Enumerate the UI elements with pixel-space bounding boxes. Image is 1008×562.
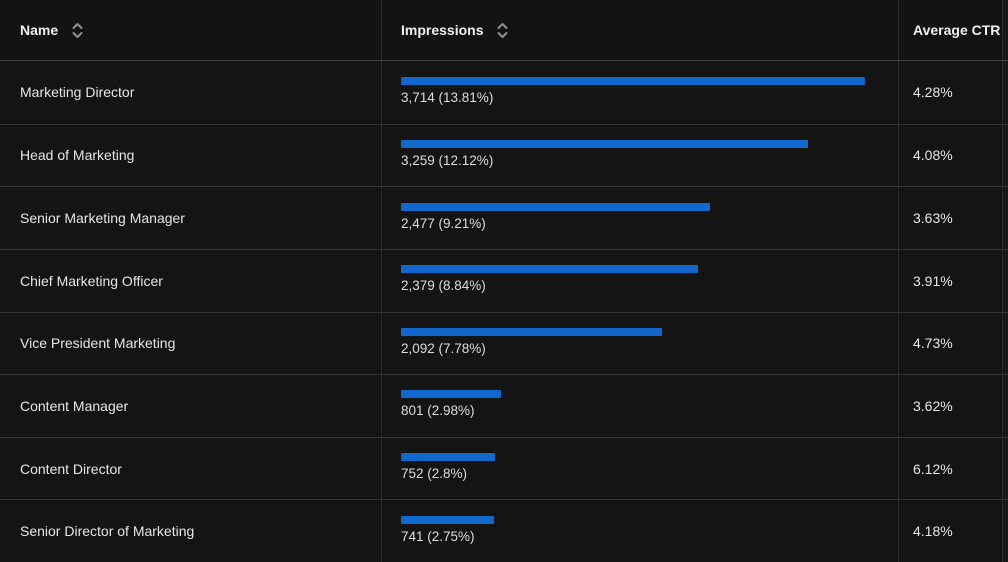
impressions-value: 2,379 (8.84%) bbox=[401, 278, 486, 294]
avg-ctr-value: 3.91% bbox=[913, 272, 953, 289]
avg-ctr-value: 3.63% bbox=[913, 210, 953, 227]
next-column-sliver bbox=[1003, 437, 1008, 500]
row-name: Content Manager bbox=[20, 397, 129, 414]
sort-icon[interactable] bbox=[496, 22, 509, 39]
avg-ctr-value: 3.62% bbox=[913, 397, 953, 414]
impressions-bar bbox=[401, 515, 494, 524]
next-column-sliver bbox=[1003, 0, 1008, 60]
impressions-bar bbox=[401, 139, 808, 148]
row-name: Marketing Director bbox=[20, 84, 135, 101]
impressions-value: 801 (2.98%) bbox=[401, 403, 475, 419]
row-name: Content Director bbox=[20, 460, 122, 477]
sort-icon[interactable] bbox=[71, 22, 84, 39]
impressions-value: 752 (2.8%) bbox=[401, 466, 468, 482]
table-row[interactable]: Content Director 752 (2.8%) 6.12% bbox=[0, 436, 1008, 500]
column-header-name-label: Name bbox=[20, 22, 59, 38]
impressions-value: 2,477 (9.21%) bbox=[401, 215, 486, 231]
row-name: Head of Marketing bbox=[20, 147, 135, 164]
avg-ctr-value: 4.73% bbox=[913, 335, 953, 352]
impressions-bar bbox=[401, 202, 710, 211]
row-name: Senior Director of Marketing bbox=[20, 523, 195, 540]
impressions-value: 3,714 (13.81%) bbox=[401, 89, 494, 105]
avg-ctr-value: 4.08% bbox=[913, 147, 953, 164]
column-header-name[interactable]: Name bbox=[0, 0, 382, 60]
table-row[interactable]: Chief Marketing Officer 2,379 (8.84%) 3.… bbox=[0, 248, 1008, 312]
column-header-impressions-label: Impressions bbox=[401, 22, 484, 38]
table-row[interactable]: Head of Marketing 3,259 (12.12%) 4.08% bbox=[0, 123, 1008, 187]
impressions-value: 2,092 (7.78%) bbox=[401, 340, 486, 356]
next-column-sliver bbox=[1003, 61, 1008, 124]
row-name: Vice President Marketing bbox=[20, 335, 176, 352]
next-column-sliver bbox=[1003, 124, 1008, 187]
next-column-sliver bbox=[1003, 187, 1008, 249]
row-name: Senior Marketing Manager bbox=[20, 210, 185, 227]
next-column-sliver bbox=[1003, 249, 1008, 312]
table-body: Marketing Director 3,714 (13.81%) 4.28% … bbox=[0, 61, 1008, 562]
impressions-bar bbox=[401, 327, 662, 336]
column-header-average-ctr[interactable]: Average CTR bbox=[899, 0, 1003, 60]
avg-ctr-value: 6.12% bbox=[913, 460, 953, 477]
column-header-average-ctr-label: Average CTR bbox=[913, 22, 1001, 38]
impressions-value: 741 (2.75%) bbox=[401, 528, 475, 544]
avg-ctr-value: 4.18% bbox=[913, 523, 953, 540]
avg-ctr-value: 4.28% bbox=[913, 84, 953, 101]
impressions-bar bbox=[401, 265, 698, 274]
impressions-bar bbox=[401, 76, 865, 85]
table-row[interactable]: Content Manager 801 (2.98%) 3.62% bbox=[0, 374, 1008, 437]
table-row[interactable]: Senior Marketing Manager 2,477 (9.21%) 3… bbox=[0, 186, 1008, 249]
impressions-bar bbox=[401, 453, 495, 462]
table-row[interactable]: Vice President Marketing 2,092 (7.78%) 4… bbox=[0, 311, 1008, 375]
next-column-sliver bbox=[1003, 375, 1008, 437]
column-header-impressions[interactable]: Impressions bbox=[382, 0, 899, 60]
table-row[interactable]: Marketing Director 3,714 (13.81%) 4.28% bbox=[0, 61, 1008, 124]
impressions-value: 3,259 (12.12%) bbox=[401, 152, 494, 168]
next-column-sliver bbox=[1003, 312, 1008, 375]
table-header: Name Impressions Average CTR bbox=[0, 0, 1008, 61]
next-column-sliver bbox=[1003, 500, 1008, 562]
impressions-bar bbox=[401, 390, 501, 399]
table-row[interactable]: Senior Director of Marketing 741 (2.75%)… bbox=[0, 499, 1008, 562]
row-name: Chief Marketing Officer bbox=[20, 272, 163, 289]
